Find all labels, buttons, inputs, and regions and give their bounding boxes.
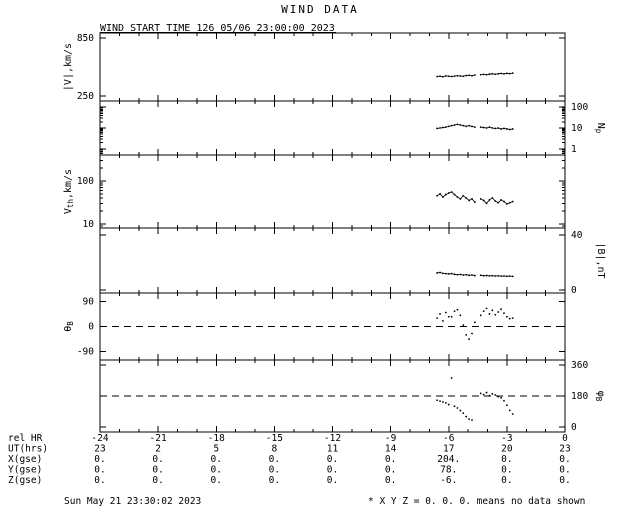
axis-row-value: 0.	[501, 465, 512, 476]
axis-row-value: 0.	[211, 475, 222, 486]
proton-density-series	[436, 123, 514, 131]
axis-row-value: 0.	[269, 454, 280, 465]
axis-row-value: 8	[272, 444, 278, 455]
axis-row-label: X(gse)	[8, 454, 42, 465]
axis-label-phi-b: φB	[594, 391, 606, 402]
axis-row-value: 20	[501, 444, 513, 455]
axis-row-value: 0.	[385, 475, 396, 486]
axis-row-value: 0.	[385, 465, 396, 476]
y-tick-label: 100	[571, 102, 588, 113]
axis-row-value: 0.	[94, 454, 105, 465]
x-axis-table: rel HR -24 -21 -18 -15 -12 -9 -6 -3 0 UT(hrs) 23 2 5 8…	[8, 433, 571, 486]
footer-timestamp: Sun May 21 23:30:02 2023	[64, 496, 201, 507]
axis-row-value: 0.	[269, 475, 280, 486]
axis-row-value: 11	[327, 444, 339, 455]
y-tick-label: -90	[77, 347, 94, 358]
axis-row-value: 0.	[559, 475, 570, 486]
panel-proton-density: 100 10 1 Np	[99, 100, 606, 156]
panel-flow-speed: 850 250|V|,km/s	[63, 32, 566, 102]
axis-label-flow-speed: |V|,km/s	[63, 43, 74, 91]
y-tick-label: 0	[571, 422, 577, 433]
axis-row-label: Y(gse)	[8, 465, 42, 476]
axis-row-value: 0	[562, 433, 568, 444]
axis-row-value: 0.	[152, 475, 163, 486]
axis-label-proton-density: Np	[594, 123, 606, 134]
chart-title: WIND DATA	[281, 3, 359, 16]
y-tick-label: 360	[571, 360, 588, 371]
axis-row-value: 17	[443, 444, 454, 455]
axis-row-value: 23	[94, 444, 105, 455]
axis-row-value: 0.	[501, 454, 512, 465]
axis-row-value: -12	[324, 433, 341, 444]
axis-row-value: 0.	[211, 454, 222, 465]
axis-row-value: 0.	[559, 454, 570, 465]
axis-row-value: 0.	[327, 454, 338, 465]
y-tick-label: 180	[571, 391, 588, 402]
axis-row-value: -15	[266, 433, 283, 444]
axis-row-value: 0.	[559, 465, 570, 476]
axis-row-value: -18	[208, 433, 225, 444]
y-tick-label: 850	[77, 33, 94, 44]
field-magnitude-series	[436, 271, 514, 278]
chart-panels: 850250|V|,km/s100101Np10010Vth,km/s400|B…	[8, 32, 606, 486]
axis-row-value: 0.	[385, 454, 396, 465]
flow-speed-series	[436, 72, 514, 78]
panel-phi-b: 360 180 0 φB	[99, 359, 606, 433]
axis-row-value: 0.	[94, 475, 105, 486]
axis-row-value: 5	[213, 444, 219, 455]
axis-label-theta-b: θB	[63, 321, 75, 332]
axis-label-thermal-speed: Vth,km/s	[63, 169, 75, 214]
axis-row-value: 2	[155, 444, 161, 455]
axis-row-value: 78.	[440, 465, 457, 476]
axis-row-value: 0.	[501, 475, 512, 486]
panel-frame	[99, 227, 566, 294]
footer-note: * X Y Z = 0. 0. 0. means no data shown	[368, 496, 585, 507]
panel-theta-b: 90 0 -90 θB	[63, 292, 566, 361]
y-tick-label: 1	[571, 144, 577, 155]
thermal-speed-series	[436, 191, 514, 205]
axis-row-value: 23	[559, 444, 570, 455]
panel-frame	[99, 154, 566, 229]
axis-row-value: -6	[443, 433, 455, 444]
axis-row-value: -6.	[440, 475, 457, 486]
axis-row-label: rel HR	[8, 433, 43, 444]
axis-row-value: -3	[501, 433, 512, 444]
y-tick-label: 0	[571, 285, 577, 296]
y-tick-label: 40	[571, 230, 583, 241]
theta-b-series	[436, 307, 514, 340]
phi-b-series	[436, 377, 514, 421]
axis-row-value: -21	[150, 433, 167, 444]
axis-row-label: UT(hrs)	[8, 444, 48, 455]
panel-field-magnitude: 40 0 |B|,nT	[99, 227, 606, 296]
y-tick-label: 0	[88, 322, 94, 333]
axis-label-field-magnitude: |B|,nT	[595, 242, 606, 278]
axis-row-value: 0.	[211, 465, 222, 476]
y-tick-label: 250	[77, 91, 94, 102]
axis-row-value: -9	[385, 433, 397, 444]
axis-row-value: 14	[385, 444, 397, 455]
axis-row-value: 0.	[152, 454, 163, 465]
axis-row-value: 204.	[437, 454, 460, 465]
axis-row-value: 0.	[327, 475, 338, 486]
y-tick-label: 100	[77, 176, 94, 187]
y-tick-label: 10	[83, 219, 95, 230]
chart-subtitle: WIND START TIME 126 05/06 23:00:00 2023	[100, 23, 335, 34]
axis-row-value: 0.	[269, 465, 280, 476]
panel-frame	[99, 32, 566, 102]
axis-row-value: 0.	[327, 465, 338, 476]
y-tick-label: 90	[83, 296, 95, 307]
panel-thermal-speed: 100 10 Vth,km/s	[63, 154, 566, 230]
axis-row-value: -24	[91, 433, 108, 444]
axis-row-label: Z(gse)	[8, 475, 42, 486]
y-tick-label: 10	[571, 123, 583, 134]
axis-row-value: 0.	[94, 465, 105, 476]
axis-row-value: 0.	[152, 465, 163, 476]
